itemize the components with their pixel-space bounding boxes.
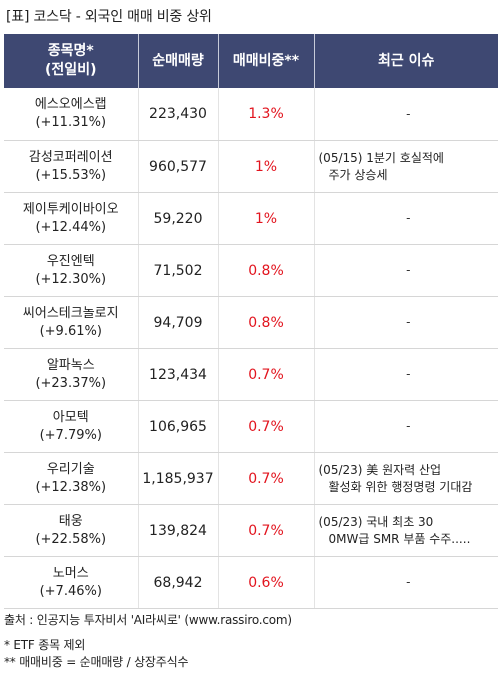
table-row: 알파녹스 (+23.37%) 123,434 0.7% -: [4, 348, 498, 401]
table-row: 제이투케이바이오 (+12.44%) 59,220 1% -: [4, 192, 498, 245]
net-volume: 106,965: [138, 400, 219, 453]
header-issue: 최근 이슈: [314, 34, 498, 88]
table-row: 감성코퍼레이션 (+15.53%) 960,577 1% (05/15) 1분기 호실적…: [4, 140, 498, 193]
foreign-trading-table: 종목명* (전일비) 순매매량 매매비중** 최근 이슈 에스오에스랩 (+11.…: [4, 34, 498, 609]
net-volume: 960,577: [138, 140, 219, 193]
stock-name: 노머스: [52, 565, 89, 581]
trade-ratio: 0.7%: [218, 452, 315, 505]
trade-ratio: 1%: [218, 192, 315, 245]
stock-name: 우리기술: [46, 461, 95, 477]
stock-cell: 감성코퍼레이션 (+15.53%): [4, 140, 139, 193]
stock-name: 태웅: [58, 513, 83, 529]
issue-line2: 주가 상승세: [328, 167, 388, 182]
table-row: 노머스 (+7.46%) 68,942 0.6% -: [4, 556, 498, 609]
header-name-line2: (전일비): [45, 62, 97, 78]
net-volume: 94,709: [138, 296, 219, 349]
header-volume: 순매매량: [138, 34, 219, 88]
stock-name: 제이투케이바이오: [22, 201, 119, 217]
stock-name: 우진엔텍: [46, 253, 95, 269]
header-ratio: 매매비중**: [218, 34, 315, 88]
recent-issue: -: [314, 296, 498, 349]
stock-change: (+11.31%): [35, 115, 107, 130]
stock-change: (+23.37%): [35, 375, 107, 391]
header-name: 종목명* (전일비): [4, 34, 139, 88]
stock-name: 에스오에스랩: [34, 97, 107, 112]
stock-cell: 아모텍 (+7.79%): [4, 400, 139, 453]
net-volume: 68,942: [138, 556, 219, 609]
issue-line2: 활성화 위한 행정명령 기대감: [328, 479, 473, 494]
stock-name: 알파녹스: [46, 357, 95, 373]
recent-issue: -: [314, 400, 498, 453]
stock-change: (+22.58%): [35, 531, 107, 547]
table-header-row: 종목명* (전일비) 순매매량 매매비중** 최근 이슈: [4, 34, 498, 88]
stock-cell: 제이투케이바이오 (+12.44%): [4, 192, 139, 245]
net-volume: 71,502: [138, 244, 219, 297]
trade-ratio: 0.8%: [218, 296, 315, 349]
table-row: 아모텍 (+7.79%) 106,965 0.7% -: [4, 400, 498, 453]
trade-ratio: 0.6%: [218, 556, 315, 609]
trade-ratio: 0.7%: [218, 348, 315, 401]
stock-change: (+15.53%): [35, 167, 107, 183]
stock-change: (+12.44%): [35, 219, 107, 235]
net-volume: 223,430: [138, 88, 219, 141]
table-row: 태웅 (+22.58%) 139,824 0.7% (05/23) 국내 최초 30 0M…: [4, 504, 498, 557]
issue-line2: 0MW급 SMR 부품 수주.....: [328, 531, 471, 546]
issue-line1: (05/15) 1분기 호실적에: [318, 150, 444, 165]
stock-cell: 노머스 (+7.46%): [4, 556, 139, 609]
recent-issue: -: [314, 192, 498, 245]
table-row: 에스오에스랩 (+11.31%) 223,430 1.3% -: [4, 88, 498, 141]
recent-issue: -: [314, 556, 498, 609]
stock-cell: 태웅 (+22.58%): [4, 504, 139, 557]
stock-cell: 씨어스테크놀로지 (+9.61%): [4, 296, 139, 349]
table-row: 씨어스테크놀로지 (+9.61%) 94,709 0.8% -: [4, 296, 498, 349]
recent-issue: -: [314, 244, 498, 297]
trade-ratio: 1%: [218, 140, 315, 193]
stock-name: 아모텍: [52, 409, 89, 425]
stock-change: (+9.61%): [39, 323, 102, 339]
trade-ratio: 1.3%: [218, 88, 315, 141]
stock-change: (+12.38%): [35, 479, 107, 495]
stock-cell: 우진엔텍 (+12.30%): [4, 244, 139, 297]
header-name-line1: 종목명*: [47, 43, 94, 59]
recent-issue: -: [314, 88, 498, 141]
stock-name: 씨어스테크놀로지: [22, 305, 119, 321]
table-row: 우진엔텍 (+12.30%) 71,502 0.8% -: [4, 244, 498, 297]
net-volume: 1,185,937: [138, 452, 219, 505]
net-volume: 59,220: [138, 192, 219, 245]
footnote-etf: * ETF 종목 제외: [4, 638, 86, 652]
stock-cell: 우리기술 (+12.38%): [4, 452, 139, 505]
stock-name: 감성코퍼레이션: [28, 149, 113, 165]
trade-ratio: 0.7%: [218, 400, 315, 453]
stock-change: (+7.46%): [39, 583, 102, 599]
stock-cell: 에스오에스랩 (+11.31%): [4, 88, 139, 141]
recent-issue: -: [314, 348, 498, 401]
stock-change: (+12.30%): [35, 271, 107, 287]
table-row: 우리기술 (+12.38%) 1,185,937 0.7% (05/23) 美 원자력 …: [4, 452, 498, 505]
issue-line1: (05/23) 美 원자력 산업: [318, 462, 442, 477]
net-volume: 139,824: [138, 504, 219, 557]
net-volume: 123,434: [138, 348, 219, 401]
trade-ratio: 0.8%: [218, 244, 315, 297]
stock-cell: 알파녹스 (+23.37%): [4, 348, 139, 401]
page-title: [표] 코스닥 - 외국인 매매 비중 상위: [6, 9, 212, 25]
stock-change: (+7.79%): [39, 427, 102, 443]
issue-line1: (05/23) 국내 최초 30: [318, 514, 434, 529]
trade-ratio: 0.7%: [218, 504, 315, 557]
source-note: 출처 : 인공지능 투자비서 'AI라씨로' (www.rassiro.com): [4, 613, 292, 627]
footnote-ratio: ** 매매비중 = 순매매량 / 상장주식수: [4, 655, 189, 669]
recent-issue: (05/23) 국내 최초 30 0MW급 SMR 부품 수주.....: [314, 504, 498, 557]
